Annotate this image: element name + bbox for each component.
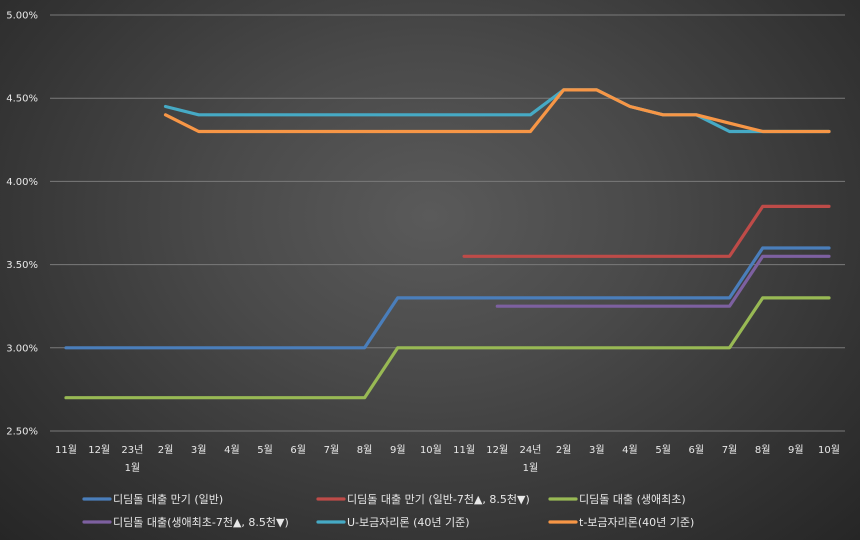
x-tick-label: 11월 bbox=[55, 444, 77, 456]
legend: 디딤돌 대출 만기 (일반) 디딤돌 대출 만기 (일반-7천▲, 8.5천▼) 디… bbox=[82, 492, 694, 529]
gridlines bbox=[50, 14, 845, 432]
legend-label: 디딤돌 대출(생애최초-7천▲, 8.5천▼) bbox=[113, 515, 289, 529]
y-tick-label: 4.00% bbox=[6, 177, 38, 188]
x-tick-label: 8월 bbox=[755, 444, 771, 456]
y-tick-label: 3.00% bbox=[6, 343, 38, 354]
x-tick-label: 24년 1월 bbox=[519, 444, 541, 474]
x-tick-label: 9월 bbox=[788, 444, 804, 456]
x-tick-label: 8월 bbox=[357, 444, 373, 456]
series-line-6 bbox=[163, 88, 831, 134]
x-axis: 11월 12월 23년 1월 2월 3월 4월 5월 6월 7월 8월 9월 10월 11월 12월 24년 1… bbox=[55, 444, 840, 474]
y-tick-label: 3.50% bbox=[6, 260, 38, 271]
series-lines bbox=[64, 88, 831, 400]
x-tick-label: 6월 bbox=[290, 444, 306, 456]
x-tick-label: 9월 bbox=[390, 444, 406, 456]
y-tick-label: 2.50% bbox=[6, 427, 38, 438]
x-tick-label: 2월 bbox=[556, 444, 572, 456]
y-tick-label: 4.50% bbox=[6, 94, 38, 105]
x-tick-label: 6월 bbox=[689, 444, 705, 456]
legend-label: 디딤돌 대출 만기 (일반-7천▲, 8.5천▼) bbox=[347, 492, 530, 506]
x-tick-label: 7월 bbox=[324, 444, 340, 456]
x-tick-label: 2월 bbox=[158, 444, 174, 456]
series-line-1 bbox=[64, 246, 831, 350]
x-tick-label: 5월 bbox=[257, 444, 273, 456]
x-tick-label: 7월 bbox=[722, 444, 738, 456]
legend-label: U-보금자리론 (40년 기준) bbox=[347, 516, 470, 529]
x-tick-label: 5월 bbox=[655, 444, 671, 456]
series-line-3 bbox=[64, 296, 831, 400]
y-axis: 2.50% 3.00% 3.50% 4.00% 4.50% 5.00% bbox=[6, 11, 38, 438]
x-tick-label: 4월 bbox=[224, 444, 240, 456]
series-line-2 bbox=[462, 204, 831, 258]
legend-label: 디딤돌 대출 (생애최초) bbox=[579, 493, 686, 506]
x-tick-label: 3월 bbox=[191, 444, 207, 456]
legend-label: t-보금자리론(40년 기준) bbox=[579, 516, 694, 529]
x-tick-label: 12월 bbox=[486, 444, 508, 456]
legend-label: 디딤돌 대출 만기 (일반) bbox=[113, 492, 223, 506]
x-tick-label: 12월 bbox=[88, 444, 110, 456]
x-tick-label: 23년 1월 bbox=[121, 444, 143, 474]
x-tick-label: 10월 bbox=[420, 444, 442, 456]
series-line-5 bbox=[163, 88, 831, 134]
x-tick-label: 4월 bbox=[622, 444, 638, 456]
x-tick-label: 3월 bbox=[589, 444, 605, 456]
y-tick-label: 5.00% bbox=[6, 11, 38, 22]
x-tick-label: 11월 bbox=[453, 444, 475, 456]
x-tick-label: 10월 bbox=[818, 444, 840, 456]
series-line-4 bbox=[495, 254, 831, 308]
